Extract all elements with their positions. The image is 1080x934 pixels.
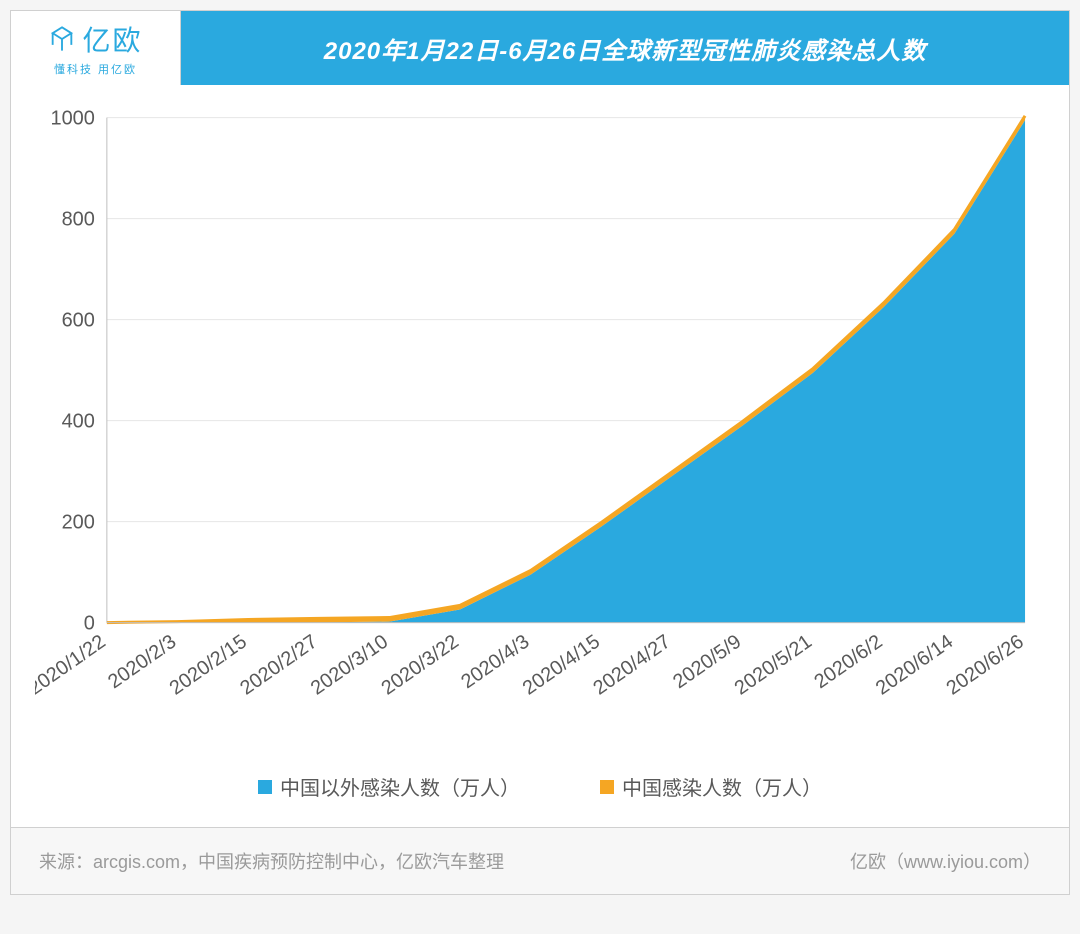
- svg-text:2020/1/22: 2020/1/22: [35, 631, 110, 700]
- svg-text:2020/3/10: 2020/3/10: [307, 631, 392, 700]
- header: 亿欧 懂科技 用亿欧 2020年1月22日-6月26日全球新型冠性肺炎感染总人数: [11, 11, 1069, 85]
- svg-text:2020/4/27: 2020/4/27: [589, 631, 674, 700]
- svg-text:2020/6/26: 2020/6/26: [943, 631, 1028, 700]
- legend-swatch: [600, 780, 614, 794]
- svg-text:1000: 1000: [50, 108, 94, 130]
- svg-text:600: 600: [62, 310, 95, 332]
- svg-text:2020/4/15: 2020/4/15: [519, 631, 604, 700]
- logo-row: 亿欧: [48, 19, 142, 59]
- chart-area: 020040060080010002020/1/222020/2/32020/2…: [11, 85, 1069, 758]
- logo-icon: [48, 25, 76, 53]
- svg-text:400: 400: [62, 411, 95, 433]
- card: 亿欧 懂科技 用亿欧 2020年1月22日-6月26日全球新型冠性肺炎感染总人数…: [10, 10, 1070, 895]
- svg-text:2020/2/15: 2020/2/15: [166, 631, 251, 700]
- footer: 来源：arcgis.com，中国疾病预防控制中心，亿欧汽车整理 亿欧（www.i…: [11, 827, 1069, 894]
- legend-label: 中国感染人数（万人）: [622, 772, 822, 801]
- legend-item: 中国以外感染人数（万人）: [258, 772, 520, 801]
- svg-text:2020/2/27: 2020/2/27: [236, 631, 321, 700]
- svg-text:2020/6/14: 2020/6/14: [872, 631, 957, 700]
- legend-label: 中国以外感染人数（万人）: [280, 772, 520, 801]
- legend-swatch: [258, 780, 272, 794]
- svg-text:800: 800: [62, 209, 95, 231]
- area-chart: 020040060080010002020/1/222020/2/32020/2…: [35, 103, 1045, 743]
- legend-item: 中国感染人数（万人）: [600, 772, 822, 801]
- svg-text:2020/5/21: 2020/5/21: [731, 631, 816, 700]
- chart-title: 2020年1月22日-6月26日全球新型冠性肺炎感染总人数: [181, 11, 1069, 85]
- svg-text:0: 0: [84, 613, 95, 635]
- svg-text:200: 200: [62, 512, 95, 534]
- legend: 中国以外感染人数（万人） 中国感染人数（万人）: [11, 758, 1069, 827]
- brand-text: 亿欧（www.iyiou.com）: [850, 848, 1041, 874]
- source-text: 来源：arcgis.com，中国疾病预防控制中心，亿欧汽车整理: [39, 848, 504, 874]
- svg-text:2020/3/22: 2020/3/22: [378, 631, 463, 700]
- logo-name: 亿欧: [82, 19, 142, 59]
- logo-subtitle: 懂科技 用亿欧: [54, 61, 137, 77]
- logo-box: 亿欧 懂科技 用亿欧: [11, 11, 181, 85]
